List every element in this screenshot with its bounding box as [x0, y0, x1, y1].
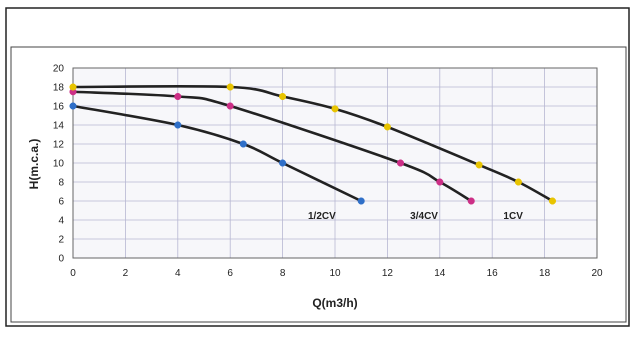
- data-point: [226, 102, 234, 110]
- data-point: [357, 197, 365, 205]
- data-point: [239, 140, 247, 148]
- x-tick-label: 18: [539, 268, 551, 279]
- series-label: 1/2CV: [308, 211, 336, 222]
- y-tick-label: 20: [53, 64, 65, 75]
- x-axis-label: Q(m3/h): [312, 296, 357, 310]
- y-tick-label: 6: [58, 197, 64, 208]
- series-layer: [69, 83, 557, 205]
- x-tick-label: 16: [487, 268, 499, 279]
- data-point: [174, 92, 182, 101]
- data-point: [548, 197, 557, 205]
- y-tick-label: 18: [53, 83, 65, 94]
- x-tick-label: 8: [280, 268, 286, 279]
- x-tick-label: 2: [123, 268, 129, 279]
- y-axis-label: H(m.c.a.): [27, 139, 41, 190]
- y-tick-labels: 0 2 4 6 8 10 12 14 16 18 20: [53, 64, 65, 265]
- series-line: [71, 84, 554, 203]
- x-tick-label: 6: [227, 268, 233, 279]
- data-point: [279, 92, 287, 101]
- series-3: [69, 83, 557, 205]
- y-tick-label: 0: [58, 254, 64, 265]
- data-point: [331, 105, 339, 113]
- data-point: [436, 178, 444, 186]
- x-tick-label: 14: [434, 268, 446, 279]
- y-tick-label: 4: [58, 216, 64, 227]
- data-point: [467, 197, 475, 205]
- axes: [72, 67, 598, 259]
- x-tick-label: 10: [329, 268, 341, 279]
- x-tick-label: 4: [175, 268, 181, 279]
- annotations: 1/2CV 3/4CV 1CV: [308, 211, 523, 222]
- data-point: [226, 83, 234, 91]
- y-tick-label: 2: [58, 235, 64, 246]
- data-point: [69, 83, 77, 91]
- data-point: [514, 178, 522, 186]
- x-tick-label: 0: [70, 268, 76, 279]
- data-point: [396, 159, 405, 167]
- y-tick-label: 12: [53, 140, 65, 151]
- y-tick-label: 16: [53, 102, 65, 113]
- y-tick-label: 14: [53, 121, 65, 132]
- x-tick-label: 12: [382, 268, 394, 279]
- data-point: [475, 161, 483, 169]
- data-point: [69, 102, 77, 110]
- y-tick-label: 10: [53, 159, 65, 170]
- x-tick-label: 20: [591, 268, 603, 279]
- series-label: 1CV: [503, 211, 523, 222]
- series-label: 3/4CV: [410, 211, 438, 222]
- plot-border: [72, 67, 598, 259]
- x-tick-labels: 0 2 4 6 8 10 12 14 16 18 20: [70, 268, 603, 279]
- data-point: [383, 123, 391, 131]
- series-1: [69, 102, 365, 205]
- data-point: [174, 121, 182, 129]
- y-tick-label: 8: [58, 178, 64, 189]
- data-point: [279, 159, 287, 167]
